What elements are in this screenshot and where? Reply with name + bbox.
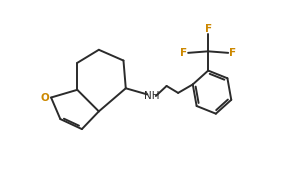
Text: NH: NH xyxy=(144,91,160,101)
Text: F: F xyxy=(205,24,212,34)
Text: O: O xyxy=(41,93,50,103)
Text: F: F xyxy=(180,48,187,58)
Text: F: F xyxy=(229,48,236,58)
